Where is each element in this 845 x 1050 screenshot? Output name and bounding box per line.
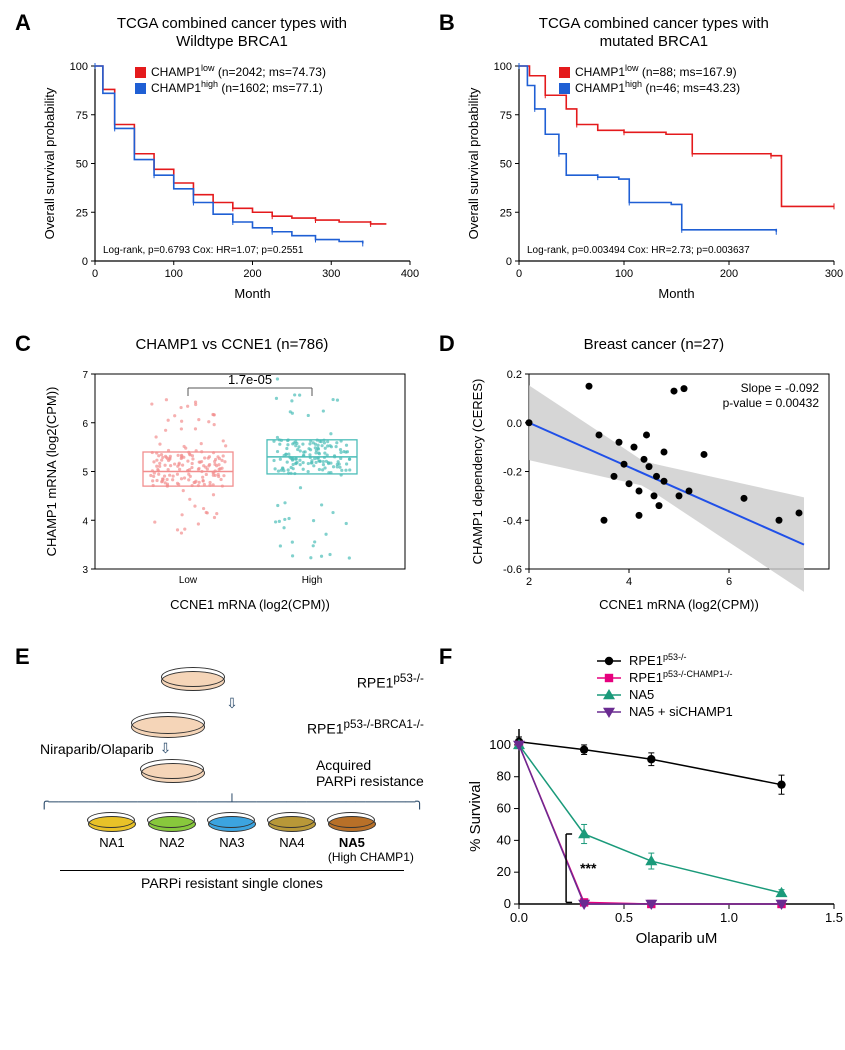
svg-text:CCNE1 mRNA (log2(CPM)): CCNE1 mRNA (log2(CPM)) (170, 597, 330, 612)
panel-b-chart: 0 100 200 300 0 25 50 75 100 Month Overall surviva… (464, 56, 844, 306)
svg-text:80: 80 (496, 769, 510, 784)
svg-text:50: 50 (500, 159, 512, 171)
panel-a-chart: 0 100 200 300 400 0 25 50 75 100 Month Overall surv… (40, 56, 420, 306)
svg-text:Log-rank, p=0.003494 Cox: H: Log-rank, p=0.003494 Cox: HR=2.73; p=0.0… (527, 245, 750, 256)
svg-text:CHAMP1low (n=2042; ms=74.73): CHAMP1low (n=2042; ms=74.73) (151, 63, 326, 79)
svg-text:50: 50 (76, 159, 88, 171)
panel-a: A TCGA combined cancer types withWildtyp… (15, 15, 424, 311)
svg-text:200: 200 (720, 268, 738, 280)
svg-text:CCNE1 mRNA (log2(CPM)): CCNE1 mRNA (log2(CPM)) (599, 597, 759, 612)
panel-c-label: C (15, 331, 31, 357)
svg-text:Log-rank, p=0.6793 Cox: HR=: Log-rank, p=0.6793 Cox: HR=1.07; p=0.255… (103, 245, 304, 256)
svg-text:7: 7 (82, 370, 88, 381)
svg-text:5: 5 (82, 468, 88, 479)
svg-text:200: 200 (243, 268, 261, 280)
panel-f-chart: 0.0 0.5 1.0 1.5 0 20 40 60 80 100 Olaparib uM % Sur… (464, 649, 844, 949)
svg-text:-0.2: -0.2 (503, 467, 522, 479)
panel-d-title: Breast cancer (n=27) (464, 336, 844, 354)
svg-text:0.5: 0.5 (615, 910, 633, 925)
panel-c-title: CHAMP1 vs CCNE1 (n=786) (40, 336, 424, 354)
svg-text:NA5 + siCHAMP1: NA5 + siCHAMP1 (629, 704, 733, 719)
svg-text:Overall survival probability: Overall survival probability (42, 87, 57, 239)
svg-text:100: 100 (489, 737, 511, 752)
svg-text:2: 2 (526, 576, 532, 588)
panel-b: B TCGA combined cancer types withmutated… (439, 15, 844, 311)
svg-text:RPE1p53-/-CHAMP1-/-: RPE1p53-/-CHAMP1-/- (629, 669, 732, 685)
svg-text:High: High (302, 575, 323, 586)
svg-text:300: 300 (825, 268, 843, 280)
svg-text:3: 3 (82, 565, 88, 576)
panel-f-label: F (439, 644, 452, 670)
svg-text:RPE1p53-/-: RPE1p53-/- (629, 652, 686, 668)
panel-e: E RPE1p53-/-⇩ RPE1p53-/-BRCA1-/-Nirapari… (15, 649, 424, 954)
svg-text:0: 0 (504, 896, 511, 911)
svg-text:p-value = 0.00432: p-value = 0.00432 (722, 396, 819, 410)
svg-text:% Survival: % Survival (467, 781, 484, 852)
svg-text:Overall survival probability: Overall survival probability (466, 87, 481, 239)
panel-e-label: E (15, 644, 30, 670)
svg-text:Slope = -0.092: Slope = -0.092 (740, 381, 819, 395)
svg-text:400: 400 (401, 268, 419, 280)
panel-b-label: B (439, 10, 455, 36)
svg-text:1.5: 1.5 (825, 910, 843, 925)
svg-text:Low: Low (179, 575, 198, 586)
panel-c: C CHAMP1 vs CCNE1 (n=786) 34567LowHigh1.… (15, 336, 424, 624)
panel-d: D Breast cancer (n=27) 246-0.6-0.4-0.20.… (439, 336, 844, 624)
svg-text:6: 6 (726, 576, 732, 588)
figure-grid: A TCGA combined cancer types withWildtyp… (15, 15, 830, 954)
svg-text:0: 0 (516, 268, 522, 280)
panel-b-title: TCGA combined cancer types withmutated B… (464, 15, 844, 51)
svg-text:0.0: 0.0 (510, 910, 528, 925)
svg-text:Olaparib uM: Olaparib uM (636, 930, 718, 947)
panel-a-label: A (15, 10, 31, 36)
svg-text:-0.4: -0.4 (503, 515, 522, 527)
svg-text:0: 0 (92, 268, 98, 280)
svg-text:0: 0 (506, 256, 512, 268)
svg-text:Month: Month (658, 286, 694, 301)
svg-text:40: 40 (496, 832, 510, 847)
svg-text:0: 0 (82, 256, 88, 268)
panel-d-label: D (439, 331, 455, 357)
svg-text:300: 300 (322, 268, 340, 280)
svg-text:6: 6 (82, 419, 88, 430)
svg-text:25: 25 (76, 207, 88, 219)
svg-text:0.2: 0.2 (507, 369, 522, 381)
svg-text:CHAMP1low (n=88; ms=167.9): CHAMP1low (n=88; ms=167.9) (575, 63, 737, 79)
panel-f: F 0.00.51.01.5020406080100Olaparib uM% S… (439, 649, 844, 954)
svg-text:1.7e-05: 1.7e-05 (228, 372, 272, 387)
svg-text:100: 100 (494, 61, 512, 73)
svg-text:4: 4 (82, 516, 88, 527)
svg-text:Month: Month (234, 286, 270, 301)
svg-text:100: 100 (70, 61, 88, 73)
svg-text:100: 100 (615, 268, 633, 280)
svg-text:CHAMP1 mRNA (log2(CPM)): CHAMP1 mRNA (log2(CPM)) (44, 387, 59, 557)
panel-d-chart: 2 4 6 -0.6 -0.4 -0.2 0.0 0.2 Slope = -0.092p-val… (464, 359, 844, 619)
svg-text:4: 4 (626, 576, 632, 588)
svg-text:-0.6: -0.6 (503, 564, 522, 576)
svg-text:25: 25 (500, 207, 512, 219)
panel-a-title: TCGA combined cancer types withWildtype … (40, 15, 424, 51)
svg-text:CHAMP1high (n=46; ms=43.23): CHAMP1high (n=46; ms=43.23) (575, 79, 740, 95)
svg-text:75: 75 (76, 110, 88, 122)
svg-text:75: 75 (500, 110, 512, 122)
panel-c-chart: 3 4 5 6 7 Low High 1.7e-05 CCNE1 mRNA (log2(CPM)… (40, 359, 420, 619)
svg-text:20: 20 (496, 864, 510, 879)
svg-text:100: 100 (165, 268, 183, 280)
svg-text:***: *** (580, 860, 597, 876)
svg-text:CHAMP1 dependency (CERES): CHAMP1 dependency (CERES) (470, 379, 485, 565)
svg-text:1.0: 1.0 (720, 910, 738, 925)
svg-text:0.0: 0.0 (507, 418, 522, 430)
svg-text:CHAMP1high (n=1602; ms=77.1): CHAMP1high (n=1602; ms=77.1) (151, 79, 323, 95)
svg-text:60: 60 (496, 801, 510, 816)
svg-text:NA5: NA5 (629, 687, 654, 702)
